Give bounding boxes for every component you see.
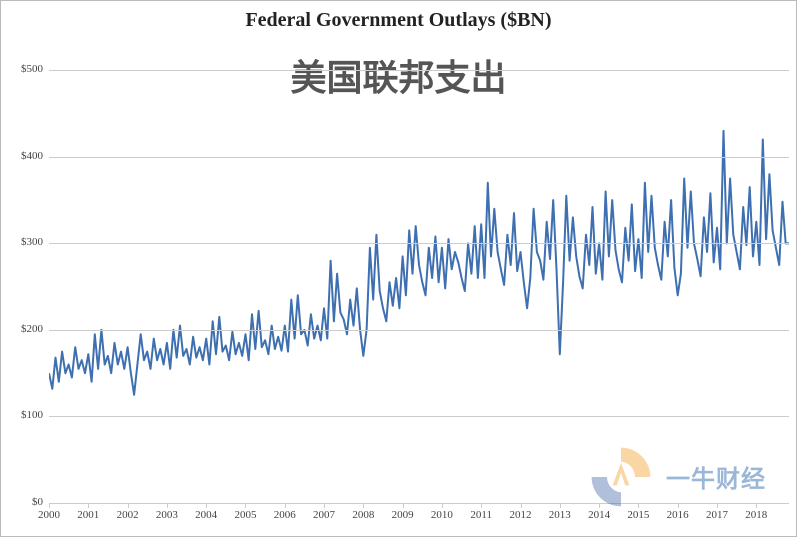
chart-title: Federal Government Outlays ($BN) <box>1 9 796 32</box>
x-tick-label: 2008 <box>345 509 381 521</box>
y-tick-label: $300 <box>1 236 43 248</box>
x-tick-label: 2009 <box>385 509 421 521</box>
x-tick-label: 2012 <box>503 509 539 521</box>
x-tick-label: 2006 <box>267 509 303 521</box>
x-tick-label: 2011 <box>463 509 499 521</box>
x-tick-label: 2005 <box>227 509 263 521</box>
plot-area <box>49 53 789 503</box>
x-tick-label: 2017 <box>699 509 735 521</box>
x-tick-label: 2007 <box>306 509 342 521</box>
gridline-horizontal <box>49 330 789 331</box>
series-line <box>49 131 789 395</box>
x-tick-label: 2018 <box>738 509 774 521</box>
watermark-text: 一牛财经 <box>666 459 766 494</box>
gridline-horizontal <box>49 70 789 71</box>
x-tick-label: 2003 <box>149 509 185 521</box>
x-tick-label: 2002 <box>110 509 146 521</box>
y-tick-label: $100 <box>1 409 43 421</box>
gridline-horizontal <box>49 416 789 417</box>
y-tick-label: $200 <box>1 323 43 335</box>
x-tick-label: 2004 <box>188 509 224 521</box>
gridline-horizontal <box>49 157 789 158</box>
x-tick-label: 2001 <box>70 509 106 521</box>
gridline-horizontal <box>49 503 789 504</box>
y-tick-label: $0 <box>1 496 43 508</box>
x-tick-label: 2000 <box>31 509 67 521</box>
y-tick-label: $500 <box>1 63 43 75</box>
watermark-logo <box>586 442 656 512</box>
x-tick-label: 2010 <box>424 509 460 521</box>
x-tick-label: 2013 <box>542 509 578 521</box>
gridline-horizontal <box>49 243 789 244</box>
x-tick-label: 2016 <box>660 509 696 521</box>
plot-svg <box>49 53 789 503</box>
chart-frame: Federal Government Outlays ($BN) 美国联邦支出 … <box>0 0 797 537</box>
y-tick-label: $400 <box>1 150 43 162</box>
